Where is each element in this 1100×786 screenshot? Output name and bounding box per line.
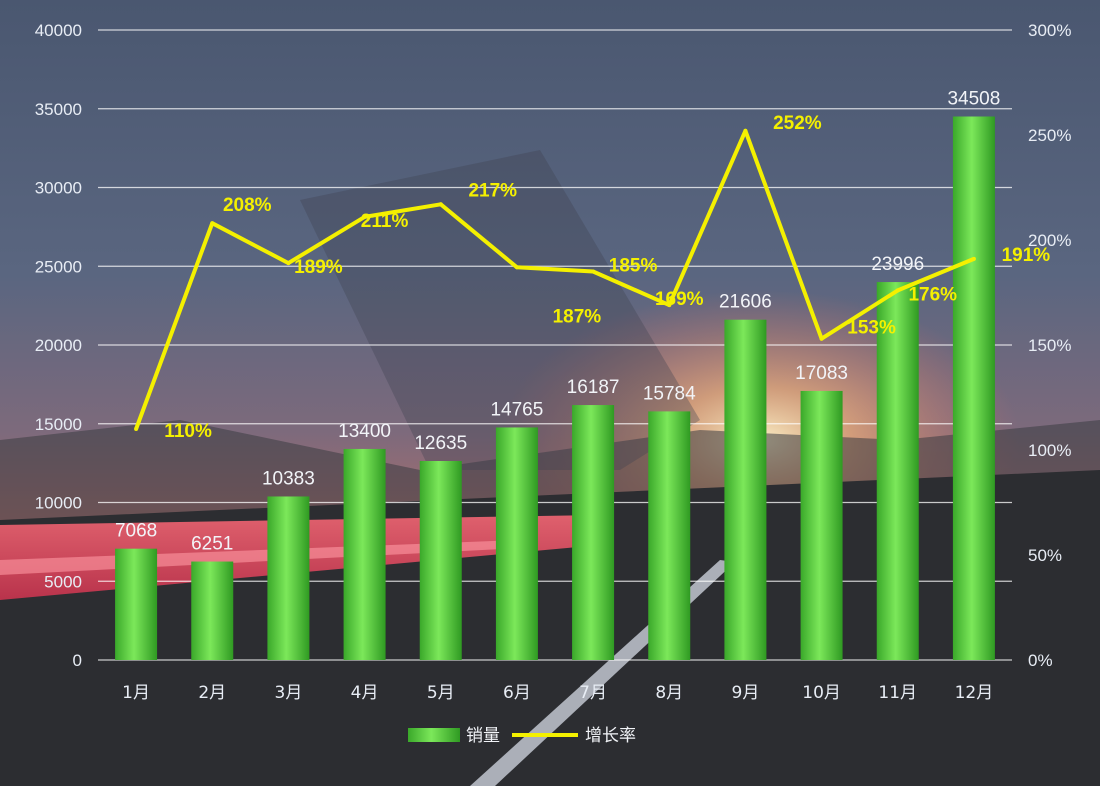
growth-rate-point [819,336,824,341]
sales-bar [115,548,158,660]
y-left-tick-label: 35000 [35,100,82,119]
y-left-tick-label: 0 [73,651,82,670]
y-left-tick-label: 30000 [35,179,82,198]
sales-bar-label: 17083 [795,363,848,384]
sales-bar [724,319,767,660]
gridlines [98,29,1012,661]
x-tick-label: 11月 [878,683,917,703]
growth-rate-point [134,427,139,431]
sales-bar [419,460,462,660]
x-tick-label: 2月 [198,683,226,703]
y-left-tick-label: 25000 [35,257,82,276]
sales-bar [191,561,234,660]
growth-rate-label: 191% [1002,245,1051,266]
growth-rate-label: 252% [773,113,822,134]
sales-bar [343,448,386,660]
x-tick-label: 7月 [579,683,607,703]
sales-bar-label: 21606 [719,292,772,313]
sales-bar [572,405,615,660]
sales-bar [267,496,310,660]
growth-rate-line [134,128,976,431]
sales-bar-label: 15784 [643,383,696,404]
growth-rate-point [743,128,748,133]
growth-rate-label: 211% [361,211,409,232]
x-tick-label: 8月 [655,683,683,703]
x-tick-label: 10月 [802,683,841,703]
growth-rate-point [362,214,367,219]
sales-bar-labels: 7068 6251 10383 13400 12635 14765 16187 15784 21… [115,88,1000,554]
x-tick-label: 3月 [275,683,303,703]
y-left-tick-label: 5000 [44,572,82,591]
sales-bar [495,427,538,660]
growth-rate-label: 208% [223,195,272,216]
growth-rate-point [514,265,519,270]
sales-bar-label: 6251 [191,534,233,555]
x-tick-label: 12月 [955,683,994,703]
sales-bar-label: 13400 [338,421,391,442]
growth-rate-label: 189% [294,257,343,278]
sales-bar [952,116,995,660]
sales-bar-label: 12635 [414,433,467,454]
y-left-tick-label: 40000 [35,21,82,40]
x-tick-label: 1月 [122,683,150,703]
growth-rate-point [667,303,672,308]
y-axis-left: 0 5000 10000 15000 20000 25000 30000 35000 40000 [35,21,82,670]
sales-bar-label: 23996 [871,254,924,275]
growth-rate-label: 169% [655,289,704,310]
x-axis: 1月 2月 3月 4月 5月 6月 7月 8月 9月 10月 11月 12月 [122,683,993,703]
sales-bar [800,390,843,660]
growth-rate-label: 153% [847,318,896,339]
growth-rate-polyline [134,128,975,430]
sales-bar-label: 34508 [947,88,1000,109]
y-right-tick-label: 0% [1028,651,1053,670]
sales-bar-label: 14765 [490,399,543,420]
legend-swatch-sales [408,728,460,742]
sales-bar [648,411,691,660]
y-left-tick-label: 10000 [35,494,82,513]
growth-rate-label: 185% [609,256,658,277]
sales-bar-label: 10383 [262,468,315,489]
sales-bars [115,116,995,660]
x-tick-label: 9月 [732,683,760,703]
legend-label-sales: 销量 [466,726,500,746]
growth-rate-point [438,202,443,207]
growth-rate-labels: 110% 208% 189% 211% 217% 187% 185% 169% 252% 153%… [164,113,1050,442]
y-axis-right: 0% 50% 100% 150% 200% 250% 300% [1028,21,1071,670]
sales-bar-label: 16187 [567,377,620,398]
y-right-tick-label: 50% [1028,546,1062,565]
x-tick-label: 4月 [351,683,379,703]
x-tick-label: 6月 [503,683,531,703]
sales-bar-label: 7068 [115,521,157,542]
growth-rate-label: 217% [468,180,517,201]
growth-rate-label: 110% [164,421,212,442]
x-tick-label: 5月 [427,683,455,703]
y-right-tick-label: 250% [1028,126,1071,145]
y-right-tick-label: 150% [1028,336,1071,355]
y-right-tick-label: 100% [1028,441,1071,460]
sales-bar [876,282,919,660]
growth-rate-point [591,269,596,274]
y-left-tick-label: 20000 [35,336,82,355]
y-left-tick-label: 15000 [35,415,82,434]
growth-rate-point [971,256,976,261]
growth-rate-point [895,288,900,293]
growth-rate-label: 176% [908,284,957,305]
legend: 销量 增长率 [408,726,636,746]
growth-rate-label: 187% [553,306,602,327]
y-right-tick-label: 200% [1028,231,1071,250]
legend-label-rate: 增长率 [585,726,636,746]
growth-rate-point [286,261,291,266]
y-right-tick-label: 300% [1028,21,1071,40]
growth-rate-point [210,221,215,226]
